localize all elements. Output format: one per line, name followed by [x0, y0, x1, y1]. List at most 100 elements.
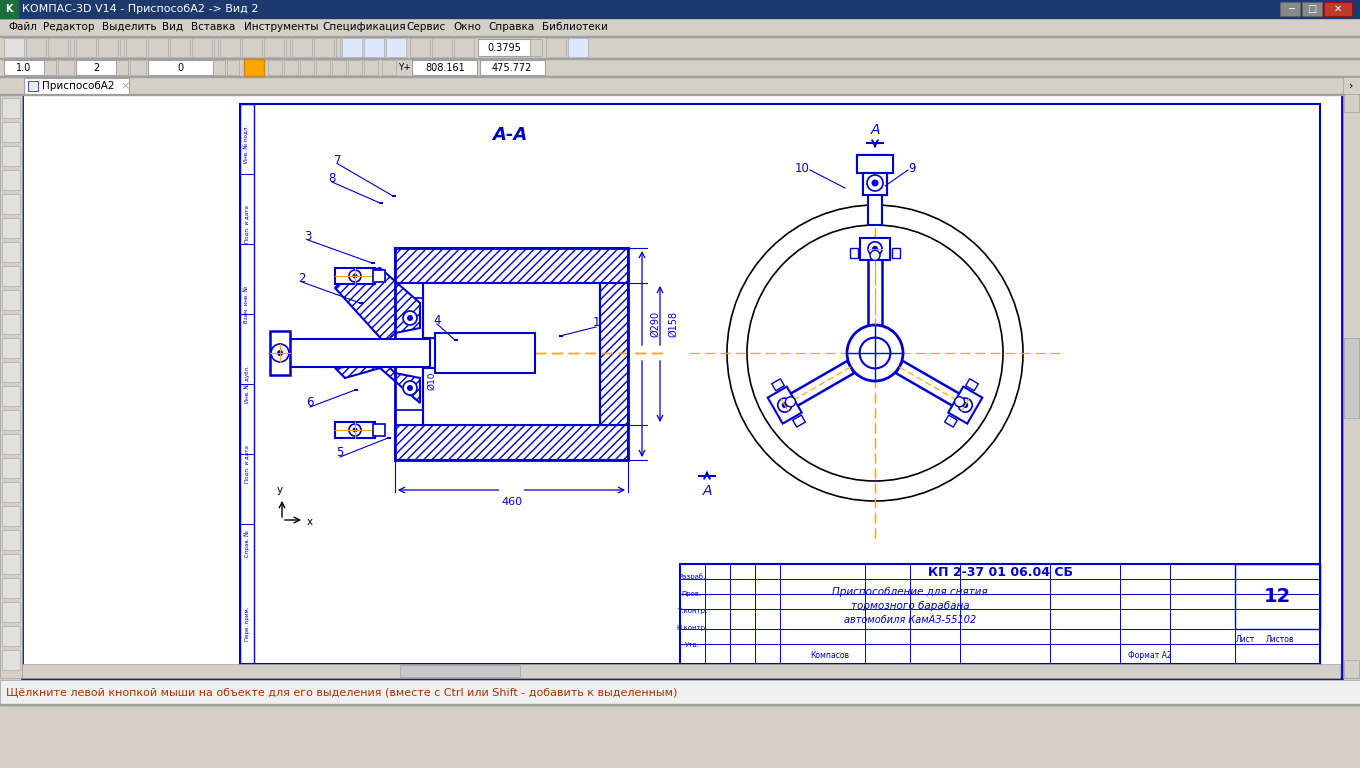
Polygon shape [945, 415, 957, 427]
Text: 1: 1 [592, 316, 600, 329]
Bar [292, 38, 311, 57]
Bar [1, 170, 20, 190]
Bar [22, 94, 1342, 678]
Text: Выделить: Выделить [102, 22, 156, 32]
Bar [76, 38, 97, 57]
Bar [268, 60, 282, 75]
Bar [314, 38, 335, 57]
Polygon shape [857, 155, 894, 173]
Polygon shape [394, 425, 628, 460]
Circle shape [870, 250, 880, 260]
Text: 7: 7 [335, 154, 341, 167]
Bar [214, 60, 224, 75]
Bar [0, 680, 1360, 704]
Bar [332, 60, 345, 75]
Polygon shape [896, 361, 966, 409]
Bar [48, 38, 68, 57]
Text: ✕: ✕ [1334, 4, 1342, 14]
Bar [301, 60, 314, 75]
Text: Компасов: Компасов [811, 651, 850, 660]
Circle shape [352, 428, 358, 432]
Circle shape [403, 311, 418, 325]
Bar [0, 37, 1360, 58]
Circle shape [872, 180, 879, 187]
Bar [454, 38, 475, 57]
Bar [126, 38, 146, 57]
Bar [1, 362, 20, 382]
Bar [148, 60, 214, 75]
Bar [1280, 2, 1300, 16]
Bar [22, 664, 1340, 678]
Text: 808.161: 808.161 [426, 63, 465, 73]
Bar [1342, 77, 1360, 94]
Circle shape [350, 424, 360, 436]
Text: ПриспособА2: ПриспособА2 [42, 81, 114, 91]
Bar [220, 38, 239, 57]
Bar [382, 60, 396, 75]
Polygon shape [335, 268, 420, 343]
Text: 10: 10 [794, 161, 809, 174]
Text: КП 2-37 01 06.04 СБ: КП 2-37 01 06.04 СБ [928, 565, 1073, 578]
Text: КОМПАС-3D V14 - ПриспособА2 -> Вид 2: КОМПАС-3D V14 - ПриспособА2 -> Вид 2 [22, 4, 258, 14]
Text: А: А [702, 484, 711, 498]
Circle shape [955, 397, 964, 407]
Bar [400, 665, 520, 677]
Text: Инв. № подл.: Инв. № подл. [245, 125, 250, 163]
Circle shape [778, 398, 792, 412]
Bar [364, 38, 384, 57]
Bar [0, 704, 1360, 705]
Bar [373, 270, 385, 282]
Bar [316, 60, 330, 75]
Bar [530, 39, 543, 56]
Bar [271, 331, 290, 375]
Bar [1, 554, 20, 574]
Polygon shape [771, 379, 785, 391]
Bar [1, 386, 20, 406]
Text: x: x [307, 517, 313, 527]
Bar [864, 173, 887, 195]
Text: Подп. и дата: Подп. и дата [245, 205, 249, 243]
Text: 4: 4 [434, 313, 441, 326]
Bar [341, 38, 362, 57]
Bar [1235, 564, 1321, 629]
Bar [0, 59, 1360, 76]
Bar [243, 59, 264, 76]
Text: 12: 12 [1263, 588, 1291, 607]
Polygon shape [394, 248, 628, 283]
Bar [192, 38, 212, 57]
Circle shape [277, 350, 283, 356]
Bar [386, 38, 407, 57]
Text: Ø158: Ø158 [668, 311, 679, 337]
Text: тормозного барабана: тормозного барабана [851, 601, 970, 611]
Polygon shape [394, 410, 423, 425]
Text: Лист: Лист [1235, 634, 1255, 644]
Text: Файл: Файл [8, 22, 37, 32]
Bar [286, 38, 290, 57]
Text: Справ. №: Справ. № [245, 531, 250, 558]
Bar [0, 94, 1360, 95]
Polygon shape [394, 283, 423, 298]
Bar [545, 38, 566, 57]
Polygon shape [864, 173, 887, 195]
Bar [239, 104, 1321, 664]
Circle shape [959, 398, 972, 412]
Bar [242, 38, 262, 57]
Bar [0, 36, 1360, 37]
Text: Окно: Окно [454, 22, 481, 32]
Text: 3: 3 [305, 230, 311, 243]
Bar [0, 76, 1360, 77]
Bar [435, 333, 534, 373]
Text: 9: 9 [908, 161, 915, 174]
Circle shape [403, 381, 418, 395]
Bar [170, 38, 190, 57]
Bar [120, 38, 124, 57]
Text: 1.0: 1.0 [16, 63, 31, 73]
Circle shape [782, 402, 787, 408]
Bar [1, 290, 20, 310]
Bar [568, 38, 588, 57]
Bar [1, 482, 20, 502]
Bar [1, 602, 20, 622]
Bar [0, 705, 1360, 768]
Text: Ø290: Ø290 [650, 311, 660, 337]
Polygon shape [860, 238, 889, 260]
